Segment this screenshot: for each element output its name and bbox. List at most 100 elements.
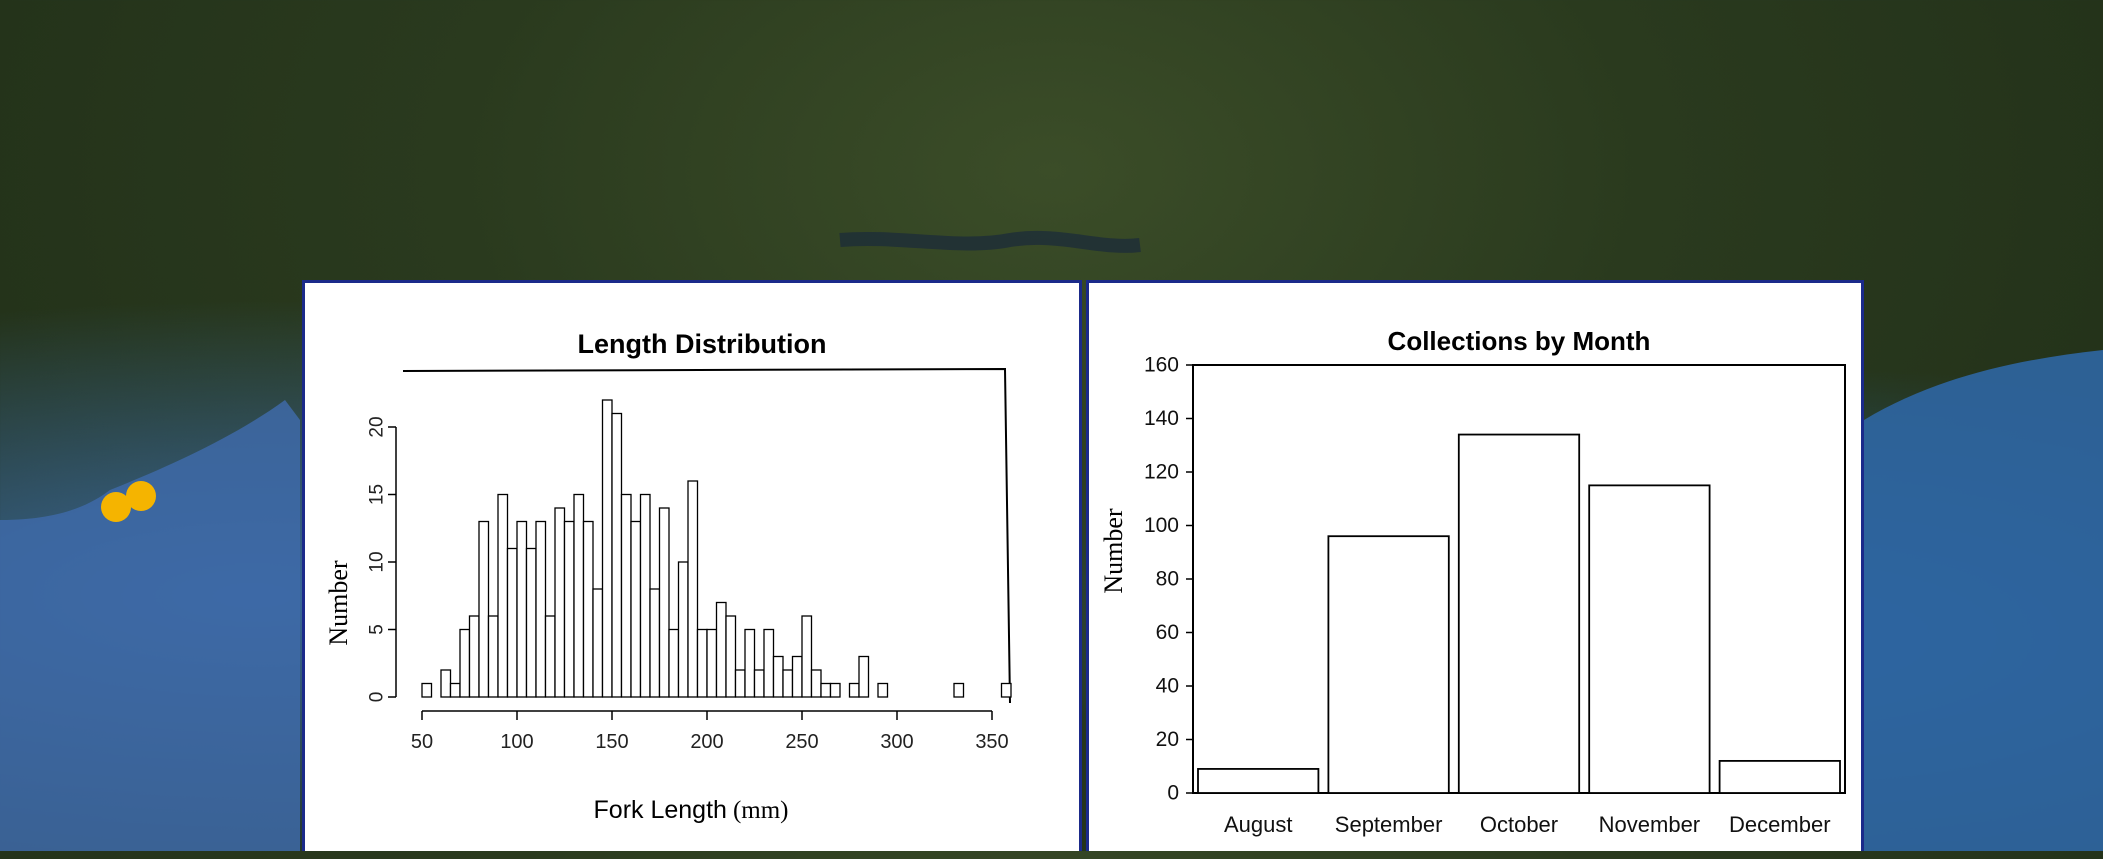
bay-water-right bbox=[1864, 350, 2103, 851]
histogram-bar bbox=[601, 399, 613, 698]
histogram-bar bbox=[611, 412, 623, 698]
histogram-bar bbox=[715, 601, 727, 698]
x-tick-label: 100 bbox=[500, 731, 533, 753]
y-tick-label: 60 bbox=[1156, 621, 1179, 644]
histogram-bar bbox=[848, 682, 860, 698]
histogram-bar bbox=[829, 682, 841, 698]
histogram-bar bbox=[658, 507, 670, 698]
histogram-bar bbox=[791, 655, 803, 698]
histogram-bar bbox=[706, 628, 718, 698]
x-tick-label: 50 bbox=[411, 731, 433, 753]
month-bar bbox=[1197, 768, 1320, 794]
x-axis-label-text: Fork Length bbox=[594, 796, 727, 824]
sample-site-marker[interactable] bbox=[126, 481, 156, 511]
histogram-bar bbox=[953, 682, 965, 698]
x-axis-label-unit: (mm) bbox=[733, 797, 789, 824]
histogram-bar bbox=[468, 615, 480, 698]
x-tick-label: October bbox=[1480, 812, 1558, 837]
x-tick-label: August bbox=[1224, 812, 1293, 837]
histogram-bar bbox=[810, 669, 822, 698]
length-distribution-chart: Length Distribution 0 5 10 15 20 50 100 150 200… bbox=[324, 329, 1012, 824]
histogram-bar bbox=[563, 520, 575, 698]
histogram-bar bbox=[668, 628, 680, 698]
month-bar bbox=[1718, 759, 1841, 794]
chart-title: Collections by Month bbox=[1388, 326, 1651, 356]
x-tick-label: 200 bbox=[690, 731, 723, 753]
y-axis-label: Number bbox=[1099, 508, 1128, 594]
month-bar bbox=[1327, 535, 1450, 794]
histogram-bar bbox=[573, 493, 585, 698]
histogram-bar bbox=[734, 669, 746, 698]
river-channel bbox=[839, 230, 1141, 253]
y-tick-label: 80 bbox=[1156, 568, 1179, 591]
y-tick-label: 40 bbox=[1156, 675, 1179, 698]
x-tick-label: 350 bbox=[975, 731, 1008, 753]
y-axis: 0 20 40 60 80 100 120 140 160 bbox=[1144, 354, 1193, 805]
x-tick-label: 300 bbox=[880, 731, 913, 753]
y-tick-label: 140 bbox=[1144, 407, 1179, 430]
y-tick-label: 120 bbox=[1144, 461, 1179, 484]
month-bar bbox=[1457, 433, 1581, 794]
histogram-bar bbox=[449, 682, 461, 698]
histogram-bar bbox=[763, 628, 775, 698]
histogram-bar bbox=[1000, 682, 1012, 698]
x-axis-label: Fork Length (mm) bbox=[594, 796, 789, 824]
y-axis-label: Number bbox=[324, 560, 353, 646]
histogram-bar bbox=[744, 628, 756, 698]
histogram-bar bbox=[525, 547, 537, 698]
x-tick-label: September bbox=[1335, 812, 1443, 837]
histogram-bar bbox=[535, 520, 547, 698]
x-axis: 50 100 150 200 250 300 350 bbox=[411, 710, 1009, 753]
histogram-bar bbox=[497, 493, 509, 698]
histogram-bar bbox=[487, 615, 499, 698]
histogram-bar bbox=[772, 655, 784, 698]
histogram-bar bbox=[858, 655, 870, 698]
histogram-bar bbox=[677, 561, 689, 698]
histogram-bar bbox=[582, 520, 594, 698]
histogram-bar bbox=[459, 628, 471, 698]
y-tick-label: 0 bbox=[367, 692, 388, 703]
plot-frame bbox=[402, 367, 1011, 704]
y-axis: 0 5 10 15 20 bbox=[367, 416, 397, 702]
histogram-bar bbox=[630, 520, 642, 698]
histogram-bar bbox=[620, 493, 632, 698]
x-tick-label: 150 bbox=[595, 731, 628, 753]
histogram-bar bbox=[544, 615, 556, 698]
length-distribution-panel: Length Distribution 0 5 10 15 20 50 100 150 200… bbox=[302, 280, 1082, 851]
y-tick-label: 20 bbox=[367, 416, 388, 437]
collections-by-month-chart: Collections by Month 0 20 40 60 80 100 120 140 1… bbox=[1099, 326, 1846, 837]
y-tick-label: 15 bbox=[367, 484, 388, 505]
histogram-bar bbox=[687, 480, 699, 698]
histogram-bar bbox=[639, 493, 651, 698]
collections-by-month-panel: Collections by Month 0 20 40 60 80 100 120 140 1… bbox=[1086, 280, 1864, 851]
y-tick-label: 10 bbox=[367, 551, 388, 572]
histogram-bar bbox=[506, 547, 518, 698]
histogram-bar bbox=[696, 628, 708, 698]
histogram-bar bbox=[592, 588, 604, 698]
monthly-bars bbox=[1197, 433, 1841, 794]
y-tick-label: 0 bbox=[1167, 782, 1179, 805]
histogram-bar bbox=[820, 682, 832, 698]
histogram-bar bbox=[516, 520, 528, 698]
histogram-bar bbox=[554, 507, 566, 698]
histogram-bar bbox=[725, 615, 737, 698]
histogram-bar bbox=[478, 520, 490, 698]
x-axis: August September October November December bbox=[1224, 812, 1831, 837]
x-tick-label: 250 bbox=[785, 731, 818, 753]
histogram-bar bbox=[440, 669, 452, 698]
histogram-bar bbox=[782, 669, 794, 698]
histogram-bar bbox=[421, 682, 433, 698]
sample-site-marker[interactable] bbox=[101, 492, 131, 522]
x-tick-label: November bbox=[1599, 812, 1700, 837]
month-bar bbox=[1588, 484, 1711, 794]
x-tick-label: December bbox=[1729, 812, 1830, 837]
y-tick-label: 160 bbox=[1144, 354, 1179, 377]
histogram-bars bbox=[421, 399, 1012, 698]
histogram-bar bbox=[649, 588, 661, 698]
coastline-water-left bbox=[0, 400, 300, 851]
y-tick-label: 20 bbox=[1156, 728, 1179, 751]
y-tick-label: 100 bbox=[1144, 514, 1179, 537]
chart-title: Length Distribution bbox=[578, 329, 827, 359]
histogram-bar bbox=[801, 615, 813, 698]
